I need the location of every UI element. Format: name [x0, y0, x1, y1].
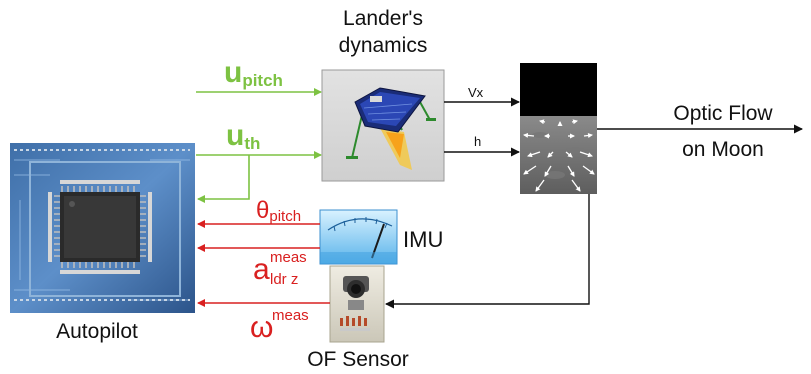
theta-pitch-sub: pitch	[269, 208, 301, 225]
a-meas-sub: ldr z	[270, 271, 298, 288]
u-pitch-label: upitch	[224, 56, 283, 90]
optic-flow-sensor-icon	[329, 265, 385, 343]
vx-label: Vx	[468, 85, 484, 100]
moon-to-sensor-line	[385, 194, 590, 309]
lunar-lander-icon	[346, 87, 436, 170]
lander-dynamics-block	[321, 69, 445, 182]
u-th-base: u	[226, 119, 244, 152]
theta-pitch-base: θ	[256, 197, 269, 224]
omega-meas-base: ω	[250, 311, 273, 344]
a-meas-base: a	[253, 253, 270, 286]
u-pitch-base: u	[224, 56, 242, 89]
lander-title-line1: Lander's	[343, 7, 423, 30]
imu-label: IMU	[403, 227, 443, 252]
a-meas-sup: meas	[270, 249, 307, 266]
u-pitch-sub: pitch	[242, 71, 283, 90]
lander-title-line2: dynamics	[339, 34, 428, 57]
of-sensor-label: OF Sensor	[307, 348, 409, 371]
theta-pitch-label: θpitch	[256, 197, 301, 225]
moon-surface-flow-icon	[520, 63, 597, 194]
u-th-sub: th	[244, 134, 260, 153]
optic-flow-title-line1: Optic Flow	[673, 102, 773, 125]
u-th-line	[196, 151, 322, 203]
analog-gauge-icon	[319, 209, 398, 265]
optic-flow-title-line2: on Moon	[682, 138, 764, 161]
h-label: h	[474, 134, 481, 149]
autopilot-chip-icon	[10, 143, 195, 313]
omega-meas-sup: meas	[272, 307, 309, 324]
u-th-label: uth	[226, 119, 260, 153]
autopilot-label: Autopilot	[56, 320, 138, 343]
